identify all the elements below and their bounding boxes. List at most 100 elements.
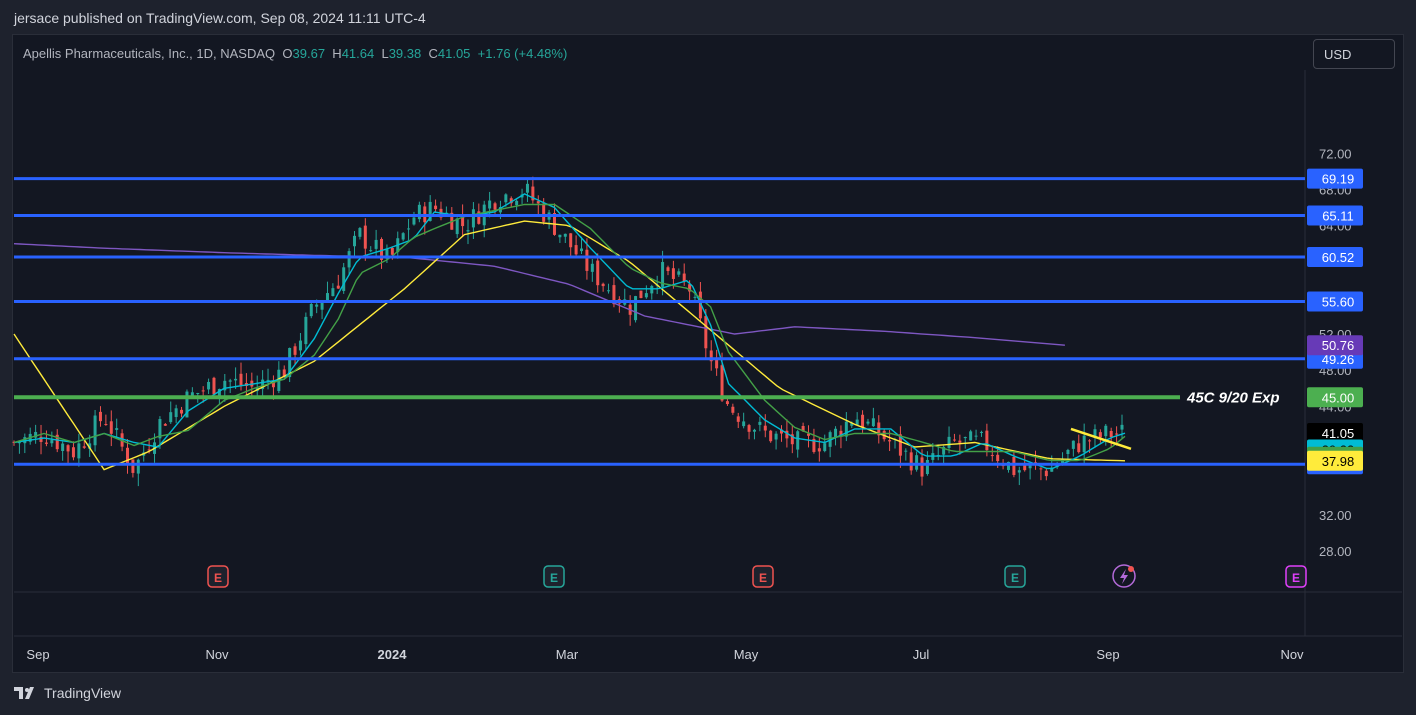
candle-body xyxy=(282,369,286,378)
candle-body xyxy=(342,267,346,291)
candle-body xyxy=(288,348,292,378)
candle-body xyxy=(126,447,130,465)
event-icon xyxy=(1112,564,1136,588)
candle-body xyxy=(353,235,357,247)
candle-body xyxy=(1006,461,1010,470)
high-label: H xyxy=(332,46,342,61)
candle-body xyxy=(1012,456,1016,475)
candle-body xyxy=(1088,440,1092,442)
candle-body xyxy=(990,455,994,457)
currency-button[interactable]: USD xyxy=(1313,39,1395,69)
candle-body xyxy=(466,230,470,232)
ma-200-line xyxy=(13,243,1065,346)
candle-body xyxy=(785,430,789,439)
earnings-marker xyxy=(543,565,565,588)
candle-body xyxy=(747,425,751,432)
level-tag xyxy=(1307,291,1363,312)
candle-body xyxy=(304,316,308,345)
candle-body xyxy=(174,408,178,418)
candle-body xyxy=(223,380,227,391)
candle-body xyxy=(909,452,913,471)
price-tag-label: 41.05 xyxy=(1322,426,1355,441)
candle-body xyxy=(185,391,189,418)
candle-body xyxy=(504,194,508,203)
y-tick-label: 72.00 xyxy=(1319,146,1352,161)
candle-body xyxy=(958,440,962,443)
candle-body xyxy=(839,430,843,437)
candle-body xyxy=(390,247,394,255)
candle-body xyxy=(374,239,378,249)
candle-body xyxy=(731,406,735,413)
candle-body xyxy=(612,285,616,305)
candle-body xyxy=(131,459,135,473)
candle-body xyxy=(55,434,59,450)
candle-body xyxy=(812,438,816,452)
candle-body xyxy=(417,204,421,220)
candle-body xyxy=(104,424,108,426)
candle-body xyxy=(50,440,54,444)
candle-body xyxy=(239,373,243,386)
candle-body xyxy=(915,455,919,470)
x-tick-label: Nov xyxy=(1280,647,1304,662)
low-value: 39.38 xyxy=(388,46,422,61)
candle-body xyxy=(61,443,65,452)
candle-body xyxy=(180,409,184,414)
candle-body xyxy=(807,433,811,436)
level-tag xyxy=(1307,247,1363,268)
earnings-marker-label: E xyxy=(550,571,558,585)
candle-body xyxy=(1017,470,1021,473)
candle-body xyxy=(774,433,778,440)
candle-body xyxy=(855,419,859,426)
candle-body xyxy=(201,390,205,392)
earnings-marker-label: E xyxy=(1011,571,1019,585)
y-tick-label: 28.00 xyxy=(1319,544,1352,559)
candle-body xyxy=(115,428,119,430)
candle-body xyxy=(574,245,578,255)
level-note: 45C 9/20 Exp xyxy=(1186,389,1280,406)
candle-body xyxy=(66,445,70,452)
candle-body xyxy=(1028,464,1032,469)
candle-body xyxy=(293,346,297,355)
candle-body xyxy=(1066,449,1070,455)
candle-body xyxy=(963,437,967,439)
candle-body xyxy=(952,439,956,441)
event-bolt-icon xyxy=(1120,569,1128,584)
chart-frame[interactable]: Apellis Pharmaceuticals, Inc., 1D, NASDA… xyxy=(12,34,1404,673)
candle-body xyxy=(720,365,724,401)
candle-body xyxy=(461,216,465,227)
price-tag xyxy=(1307,423,1363,444)
candle-body xyxy=(234,378,238,381)
ma-10-line xyxy=(13,193,1126,470)
candle-body xyxy=(1115,433,1119,435)
candle-body xyxy=(315,304,319,307)
candle-body xyxy=(207,381,211,390)
candle-body xyxy=(1039,468,1043,470)
candle-body xyxy=(601,283,605,287)
candle-body xyxy=(558,234,562,238)
candle-body xyxy=(325,293,329,302)
low-label: L xyxy=(381,46,389,61)
candle-body xyxy=(515,200,519,206)
candle-body xyxy=(271,381,275,388)
candle-body xyxy=(320,302,324,310)
candle-body xyxy=(758,421,762,425)
level-tag-label: 55.60 xyxy=(1322,295,1355,310)
candle-body xyxy=(779,429,783,434)
candle-body xyxy=(752,429,756,432)
candle-body xyxy=(434,205,438,210)
candle-body xyxy=(493,203,497,210)
candle-body xyxy=(693,296,697,298)
candle-body xyxy=(401,233,405,240)
candle-body xyxy=(1050,467,1054,472)
candle-body xyxy=(542,203,546,222)
level-tag xyxy=(1307,168,1363,189)
candle-body xyxy=(947,436,951,448)
price-tag-label: 37.98 xyxy=(1322,454,1355,469)
candle-body xyxy=(471,209,475,228)
candle-body xyxy=(23,437,27,444)
candle-body xyxy=(309,303,313,317)
candle-body xyxy=(677,271,681,275)
change-value: +1.76 (+4.48%) xyxy=(477,46,568,61)
close-label: C xyxy=(428,46,438,61)
